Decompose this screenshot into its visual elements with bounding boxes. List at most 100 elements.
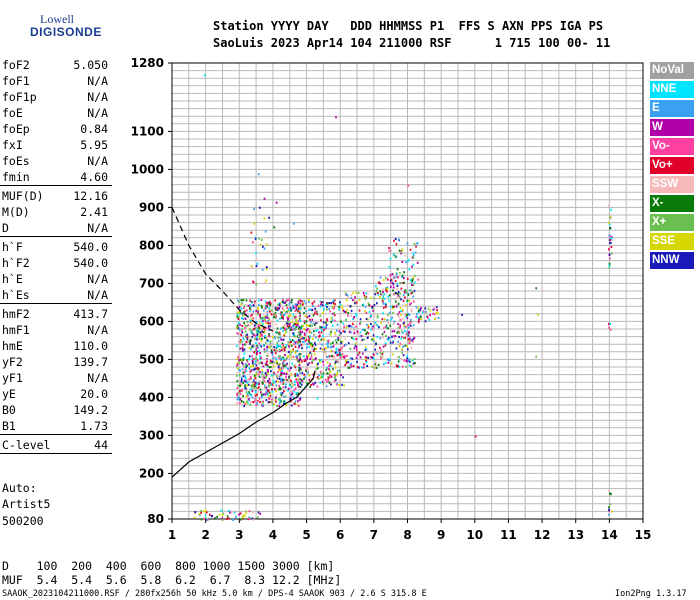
echo-mark — [292, 332, 294, 335]
echo-mark — [288, 369, 291, 372]
echo-mark — [205, 518, 208, 521]
echo-point — [474, 435, 477, 438]
echo-mark — [385, 277, 387, 280]
echo-mark — [328, 381, 331, 384]
echo-mark — [608, 511, 611, 514]
echo-mark — [412, 254, 415, 257]
echo-mark — [407, 292, 410, 295]
echo-mark — [282, 364, 285, 367]
echo-mark — [424, 320, 427, 323]
echo-mark — [282, 344, 285, 347]
param-row: B1 1.73 — [0, 417, 112, 433]
echo-mark — [319, 326, 321, 329]
y-tick-label: 300 — [139, 428, 164, 442]
echo-mark — [251, 361, 254, 364]
echo-mark — [381, 333, 384, 336]
echo-mark — [248, 355, 251, 358]
echo-mark — [267, 317, 270, 320]
echo-mark — [293, 388, 296, 391]
echo-mark — [334, 304, 337, 307]
echo-mark — [432, 312, 434, 315]
echo-mark — [237, 316, 240, 319]
echo-mark — [374, 293, 377, 296]
echo-mark — [288, 345, 290, 348]
echo-mark — [388, 249, 390, 252]
y-tick-label: 900 — [139, 200, 164, 214]
echo-mark — [410, 346, 413, 349]
echo-mark — [376, 324, 379, 327]
echo-mark — [296, 324, 299, 327]
echo-mark — [270, 361, 273, 364]
echo-mark — [347, 312, 350, 315]
echo-mark — [403, 359, 405, 362]
echo-mark — [382, 294, 385, 297]
echo-mark — [262, 322, 264, 325]
echo-mark — [275, 201, 278, 204]
echo-mark — [231, 510, 233, 513]
echo-mark — [414, 251, 417, 254]
echo-mark — [276, 380, 279, 383]
echo-mark — [280, 379, 282, 382]
echo-mark — [248, 391, 250, 394]
echo-mark — [310, 384, 312, 387]
echo-mark — [253, 324, 256, 327]
echo-mark — [398, 296, 401, 299]
echo-mark — [288, 384, 291, 387]
echo-mark — [278, 363, 281, 366]
echo-mark — [294, 315, 296, 318]
echo-mark — [242, 317, 244, 320]
echo-mark — [336, 374, 338, 377]
echo-mark — [406, 330, 409, 333]
echo-mark — [255, 335, 258, 338]
echo-mark — [260, 317, 262, 320]
echo-mark — [339, 369, 341, 372]
echo-mark — [289, 338, 291, 341]
echo-mark — [332, 368, 334, 371]
echo-mark — [268, 395, 271, 398]
echo-mark — [329, 346, 332, 349]
echo-mark — [292, 384, 294, 387]
param-value: 0.84 — [80, 122, 108, 136]
echo-mark — [348, 330, 351, 333]
echo-mark — [335, 360, 337, 363]
echo-mark — [239, 358, 242, 361]
echo-mark — [332, 302, 335, 305]
echo-mark — [294, 366, 297, 369]
param-value: N/A — [87, 371, 108, 385]
echo-mark — [610, 237, 613, 240]
echo-mark — [259, 352, 261, 355]
echo-mark — [286, 320, 289, 323]
echo-mark — [278, 384, 280, 387]
echo-mark — [386, 319, 389, 322]
param-label: h`F2 — [2, 256, 30, 270]
echo-mark — [320, 301, 323, 304]
echo-mark — [299, 299, 302, 302]
echo-mark — [267, 322, 269, 325]
echo-mark — [296, 372, 299, 375]
echo-mark — [259, 358, 261, 361]
echo-mark — [273, 346, 276, 349]
echo-mark — [318, 359, 321, 362]
echo-mark — [236, 398, 239, 401]
echo-mark — [257, 381, 259, 384]
echo-mark — [311, 302, 314, 305]
echo-mark — [323, 326, 325, 329]
echo-mark — [294, 345, 297, 348]
echo-mark — [290, 404, 293, 407]
echo-mark — [307, 343, 309, 346]
echo-mark — [250, 365, 252, 368]
echo-mark — [292, 325, 295, 328]
echo-mark — [260, 304, 263, 307]
echo-mark — [353, 299, 356, 302]
echo-mark — [307, 363, 309, 366]
echo-mark — [265, 341, 267, 344]
echo-mark — [266, 393, 269, 396]
echo-mark — [303, 360, 306, 363]
param-label: hmF1 — [2, 323, 30, 337]
echo-mark — [375, 323, 378, 326]
echo-mark — [398, 238, 400, 241]
echo-mark — [297, 341, 300, 344]
echo-mark — [281, 370, 283, 373]
echo-mark — [342, 330, 345, 333]
echo-mark — [275, 400, 277, 403]
